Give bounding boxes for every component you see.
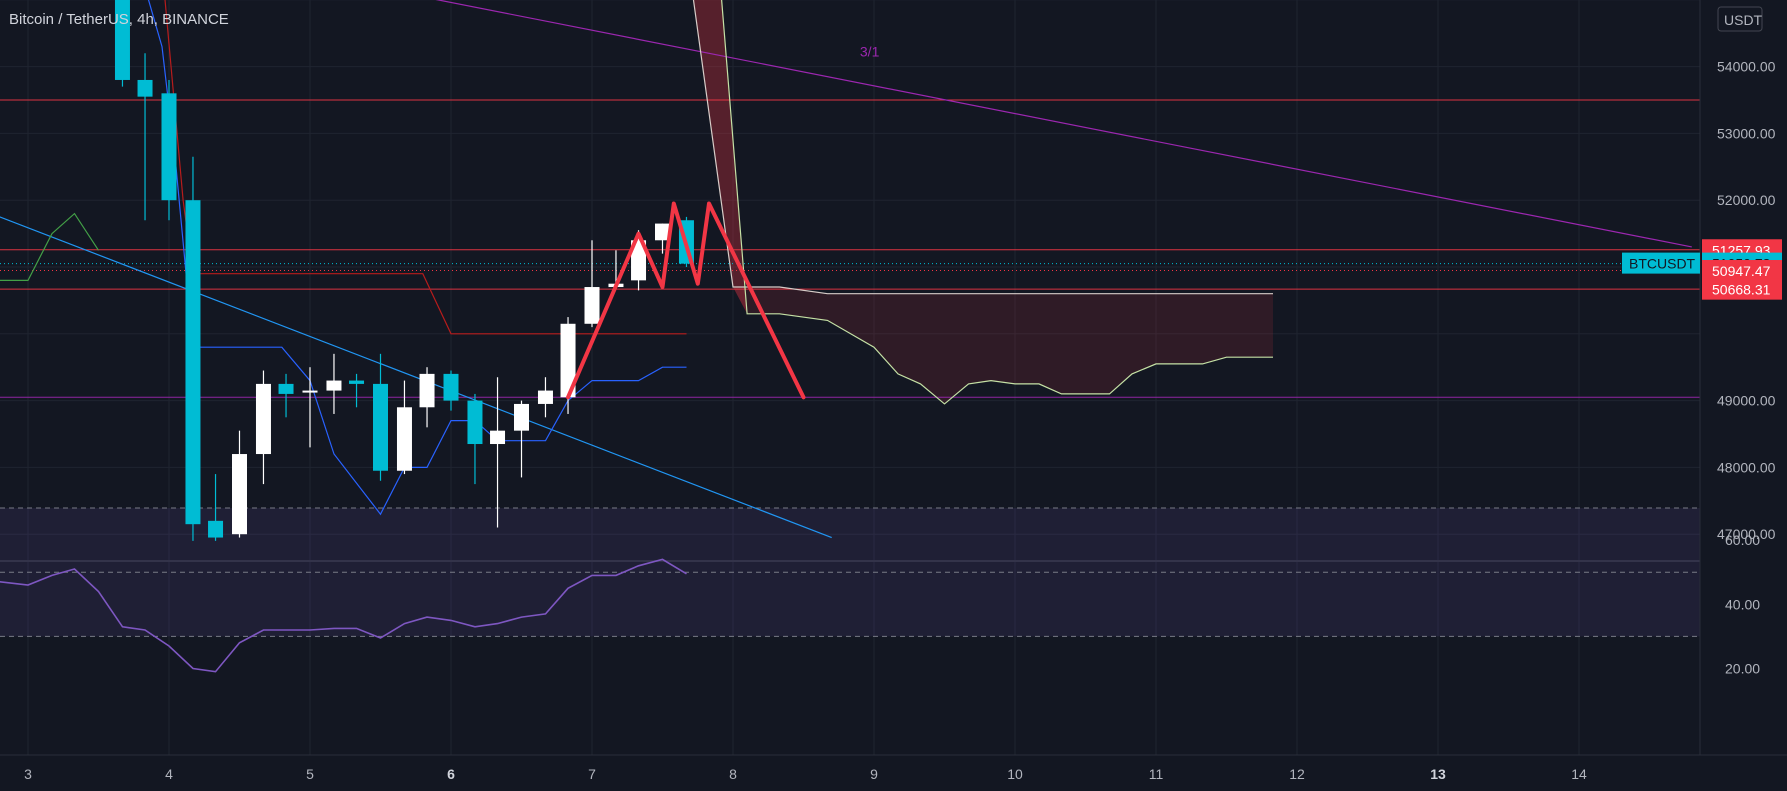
cloud-fill-top	[693, 0, 748, 314]
symbol-tag	[1622, 252, 1700, 274]
price-tick-label: 49000.00	[1717, 393, 1776, 409]
time-tick-label: 4	[165, 766, 173, 782]
candle-body	[419, 373, 435, 408]
candle-body	[560, 323, 576, 398]
time-tick-label: 14	[1571, 766, 1587, 782]
trendline[interactable]	[0, 216, 832, 539]
candle-body	[161, 93, 177, 201]
price-badge-value: 50668.31	[1712, 282, 1771, 298]
horizontal-lines	[0, 99, 1700, 398]
candle-body	[631, 240, 647, 281]
candle-body	[232, 454, 247, 535]
time-tick-label: 11	[1149, 766, 1164, 782]
rsi-line	[0, 558, 687, 673]
candle-body	[278, 383, 294, 394]
time-tick-label: 8	[729, 766, 737, 782]
price-tick-label: 54000.00	[1717, 59, 1776, 75]
price-tick-label: 53000.00	[1717, 125, 1776, 141]
senkou-span-a	[692, 0, 1273, 295]
candle-body	[584, 287, 600, 324]
cloud-fill	[733, 287, 1273, 404]
time-tick-label: 3	[24, 766, 32, 782]
candle-body	[137, 79, 153, 97]
time-axis[interactable]: 3 4 5 6 7 8 9 10 11 12 13 14	[24, 766, 1587, 782]
candle-body	[373, 383, 388, 471]
symbol-tag-label: BTCUSDT	[1629, 256, 1696, 272]
rsi-pane	[0, 507, 1700, 673]
trendlines[interactable]: 3/1	[0, 0, 1692, 539]
time-tick-label: 13	[1430, 766, 1446, 782]
candle-body	[114, 0, 130, 80]
price-tick-label: 47000.00	[1717, 526, 1776, 542]
senkou-span-b	[721, 0, 1273, 405]
candle-body	[467, 400, 483, 445]
price-badge-value: 50947.47	[1712, 263, 1771, 279]
price-badges: 51257.9351050.7323:20BTCUSDT50947.475066…	[1622, 239, 1782, 300]
time-tick-label: 9	[870, 766, 878, 782]
chikou-line	[0, 212, 100, 281]
price-badge	[1702, 278, 1782, 300]
time-tick-label: 6	[447, 766, 455, 782]
time-tick-label: 12	[1289, 766, 1305, 782]
currency-label: USDT	[1724, 12, 1763, 28]
candle-body	[255, 383, 271, 455]
candle-body	[326, 380, 342, 391]
time-axis-bg	[0, 755, 1787, 791]
candle-body	[514, 403, 529, 431]
candle-body	[490, 430, 506, 445]
chart-title: Bitcoin / TetherUS, 4h, BINANCE	[9, 11, 229, 28]
candle-body	[396, 407, 412, 471]
price-badge	[1702, 260, 1782, 282]
price-tick-label: 48000.00	[1717, 459, 1776, 475]
candle-body	[655, 223, 670, 241]
candle-body	[302, 390, 318, 393]
pattern-zigzag[interactable]	[566, 201, 806, 400]
currency-badge[interactable]	[1717, 6, 1763, 32]
pattern-drawing[interactable]	[566, 201, 806, 400]
rsi-tick-label: 40.00	[1725, 596, 1760, 612]
time-tick-label: 7	[588, 766, 596, 782]
rsi-tick-label: 20.00	[1725, 661, 1760, 677]
candle-body	[537, 390, 553, 404]
candle-body	[185, 200, 201, 525]
kijun-line	[164, 0, 687, 335]
grid	[0, 0, 1787, 755]
time-tick-label: 10	[1007, 766, 1023, 782]
trendline[interactable]	[99, 0, 1692, 248]
price-axis-bg	[1700, 0, 1787, 791]
price-tick-label: 52000.00	[1717, 192, 1776, 208]
price-axis-ticks: 54000.00 53000.00 52000.00 49000.00 48000.00…	[1717, 6, 1776, 677]
candle-body	[208, 520, 224, 538]
candle-body	[349, 380, 365, 384]
time-tick-label: 5	[306, 766, 314, 782]
trendline-label: 3/1	[860, 44, 880, 60]
rsi-tick-label: 60.00	[1725, 532, 1760, 548]
candle-body	[443, 373, 459, 401]
candles	[114, 0, 694, 541]
ichimoku-cloud	[693, 0, 1273, 404]
